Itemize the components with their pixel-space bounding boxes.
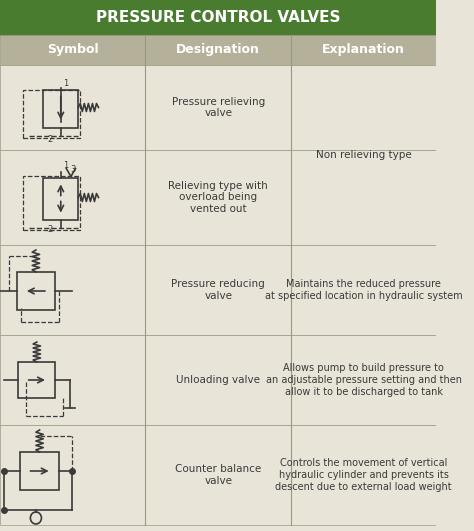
Text: 1: 1 [63, 161, 68, 170]
Bar [0, 335, 437, 425]
Text: PRESSURE CONTROL VALVES: PRESSURE CONTROL VALVES [96, 10, 340, 25]
Text: Relieving type with
overload being
vented out: Relieving type with overload being vente… [168, 181, 268, 214]
Text: Symbol: Symbol [47, 44, 99, 56]
Bar [0, 35, 437, 65]
Bar [0, 65, 437, 150]
Text: Allows pump to build pressure to
an adjustable pressure setting and then
allow i: Allows pump to build pressure to an adju… [266, 363, 462, 397]
Bar [0, 425, 437, 525]
Bar [23, 90, 80, 138]
Text: Pressure reducing
valve: Pressure reducing valve [171, 279, 265, 301]
Text: Designation: Designation [176, 44, 260, 56]
Bar [0, 0, 437, 35]
Text: Pressure relieving
valve: Pressure relieving valve [172, 97, 265, 118]
Bar [20, 452, 59, 490]
Text: Maintains the reduced pressure
at specified location in hydraulic system: Maintains the reduced pressure at specif… [265, 279, 463, 301]
Bar [18, 362, 55, 398]
Text: 1: 1 [63, 80, 68, 89]
Text: 2: 2 [48, 225, 53, 234]
Bar [17, 272, 55, 310]
Text: Counter balance
valve: Counter balance valve [175, 464, 261, 486]
Text: Explanation: Explanation [322, 44, 405, 56]
Text: 2: 2 [48, 135, 53, 144]
Bar [0, 245, 437, 335]
Text: Unloading valve: Unloading valve [176, 375, 260, 385]
Bar [0, 150, 437, 245]
Text: 3: 3 [70, 166, 75, 175]
Bar [43, 177, 78, 219]
Bar [43, 90, 78, 127]
Text: Controls the movement of vertical
hydraulic cylinder and prevents its
descent du: Controls the movement of vertical hydrau… [275, 458, 452, 492]
Bar [23, 176, 80, 229]
Text: Non relieving type: Non relieving type [316, 150, 411, 160]
